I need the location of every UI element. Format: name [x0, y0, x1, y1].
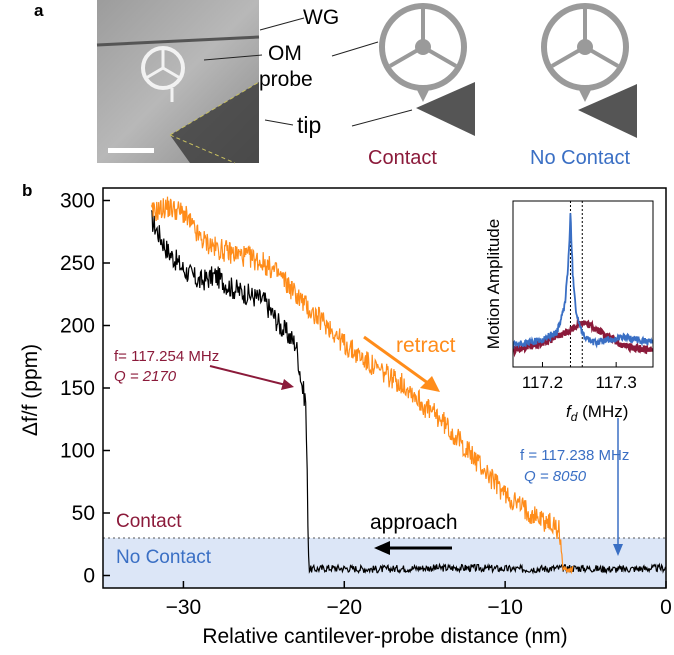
- no-contact-annotation-arrowhead: [613, 544, 623, 556]
- inset-contact-curve: [513, 319, 653, 358]
- x-tick-label: −30: [166, 596, 202, 619]
- main-axis-ticks: −30 −20 −10 0 0 50 100 150 200 250 300: [60, 190, 672, 620]
- main-x-axis-label: Relative cantilever-probe distance (nm): [202, 625, 567, 648]
- wg-leader-line: [259, 17, 305, 31]
- tip-icon-leader-line: [351, 109, 413, 127]
- retract-curve: [150, 196, 574, 575]
- probe-label: probe: [259, 68, 313, 91]
- tip-leader-line: [264, 119, 294, 126]
- main-plot-series: [150, 196, 666, 575]
- retract-arrowhead: [420, 376, 440, 392]
- y-tick-label: 200: [60, 315, 95, 338]
- no-contact-q-annotation: Q = 8050: [524, 468, 587, 485]
- panel-a: a WG OM probe tip: [34, 0, 637, 169]
- tip-label: tip: [297, 112, 321, 138]
- x-tick-label: −10: [487, 596, 523, 619]
- contact-annotation-arrow: [209, 365, 287, 386]
- y-tick-label: 150: [60, 377, 95, 400]
- x-tick-label: −20: [326, 596, 362, 619]
- x-tick-label: 0: [660, 596, 672, 619]
- approach-curve: [150, 210, 666, 575]
- contact-q-annotation: Q = 2170: [114, 368, 177, 385]
- no-contact-caption: No Contact: [530, 147, 630, 169]
- inset-no-contact-curve: [513, 213, 653, 350]
- no-contact-region-label: No Contact: [116, 547, 212, 568]
- sem-image: [96, 0, 260, 164]
- contact-caption: Contact: [368, 147, 437, 169]
- contact-region-label: Contact: [116, 511, 182, 532]
- no-contact-frequency-annotation: f = 117.238 MHz: [520, 447, 629, 464]
- panel-b-label: b: [22, 181, 32, 200]
- wg-label: WG: [303, 6, 339, 29]
- inset-x-tick-label: 117.3: [596, 373, 637, 392]
- tip-contact-icon: [416, 82, 475, 136]
- retract-arrow: [363, 335, 433, 388]
- inset-x-axis-label: fd (MHz): [566, 402, 628, 424]
- om-leader-line: [203, 54, 263, 61]
- inset-x-tick-label: 117.2: [522, 373, 563, 392]
- approach-label: approach: [370, 511, 458, 534]
- tip-no-contact-icon: [578, 84, 637, 138]
- y-tick-label: 300: [60, 190, 95, 213]
- contact-frequency-annotation: f= 117.254 MHz: [114, 348, 219, 365]
- y-tick-label: 100: [60, 440, 95, 463]
- om-probe-contact-icon: [379, 3, 475, 136]
- inset-frame: [512, 200, 654, 368]
- panel-b: b −30 −20 −10 0 0 50 100 150 200 250 300 Relative …: [19, 181, 672, 648]
- y-tick-label: 50: [72, 502, 95, 525]
- om-probe-no-contact-icon: [541, 3, 637, 138]
- inset-plot: 117.2 117.3 Motion Amplitude fd (MHz): [484, 200, 654, 424]
- retract-label: retract: [396, 334, 456, 357]
- y-tick-label: 250: [60, 252, 95, 275]
- contact-annotation-arrowhead: [281, 379, 294, 390]
- scale-bar: [108, 148, 154, 153]
- om-label: OM: [268, 42, 302, 65]
- inset-y-axis-label: Motion Amplitude: [484, 219, 503, 349]
- approach-arrowhead: [374, 541, 390, 555]
- panel-a-label: a: [34, 1, 44, 20]
- main-y-axis-label: Δf/f (ppm): [19, 344, 42, 436]
- y-tick-label: 0: [83, 565, 95, 588]
- om-icon-leader-line: [331, 41, 379, 57]
